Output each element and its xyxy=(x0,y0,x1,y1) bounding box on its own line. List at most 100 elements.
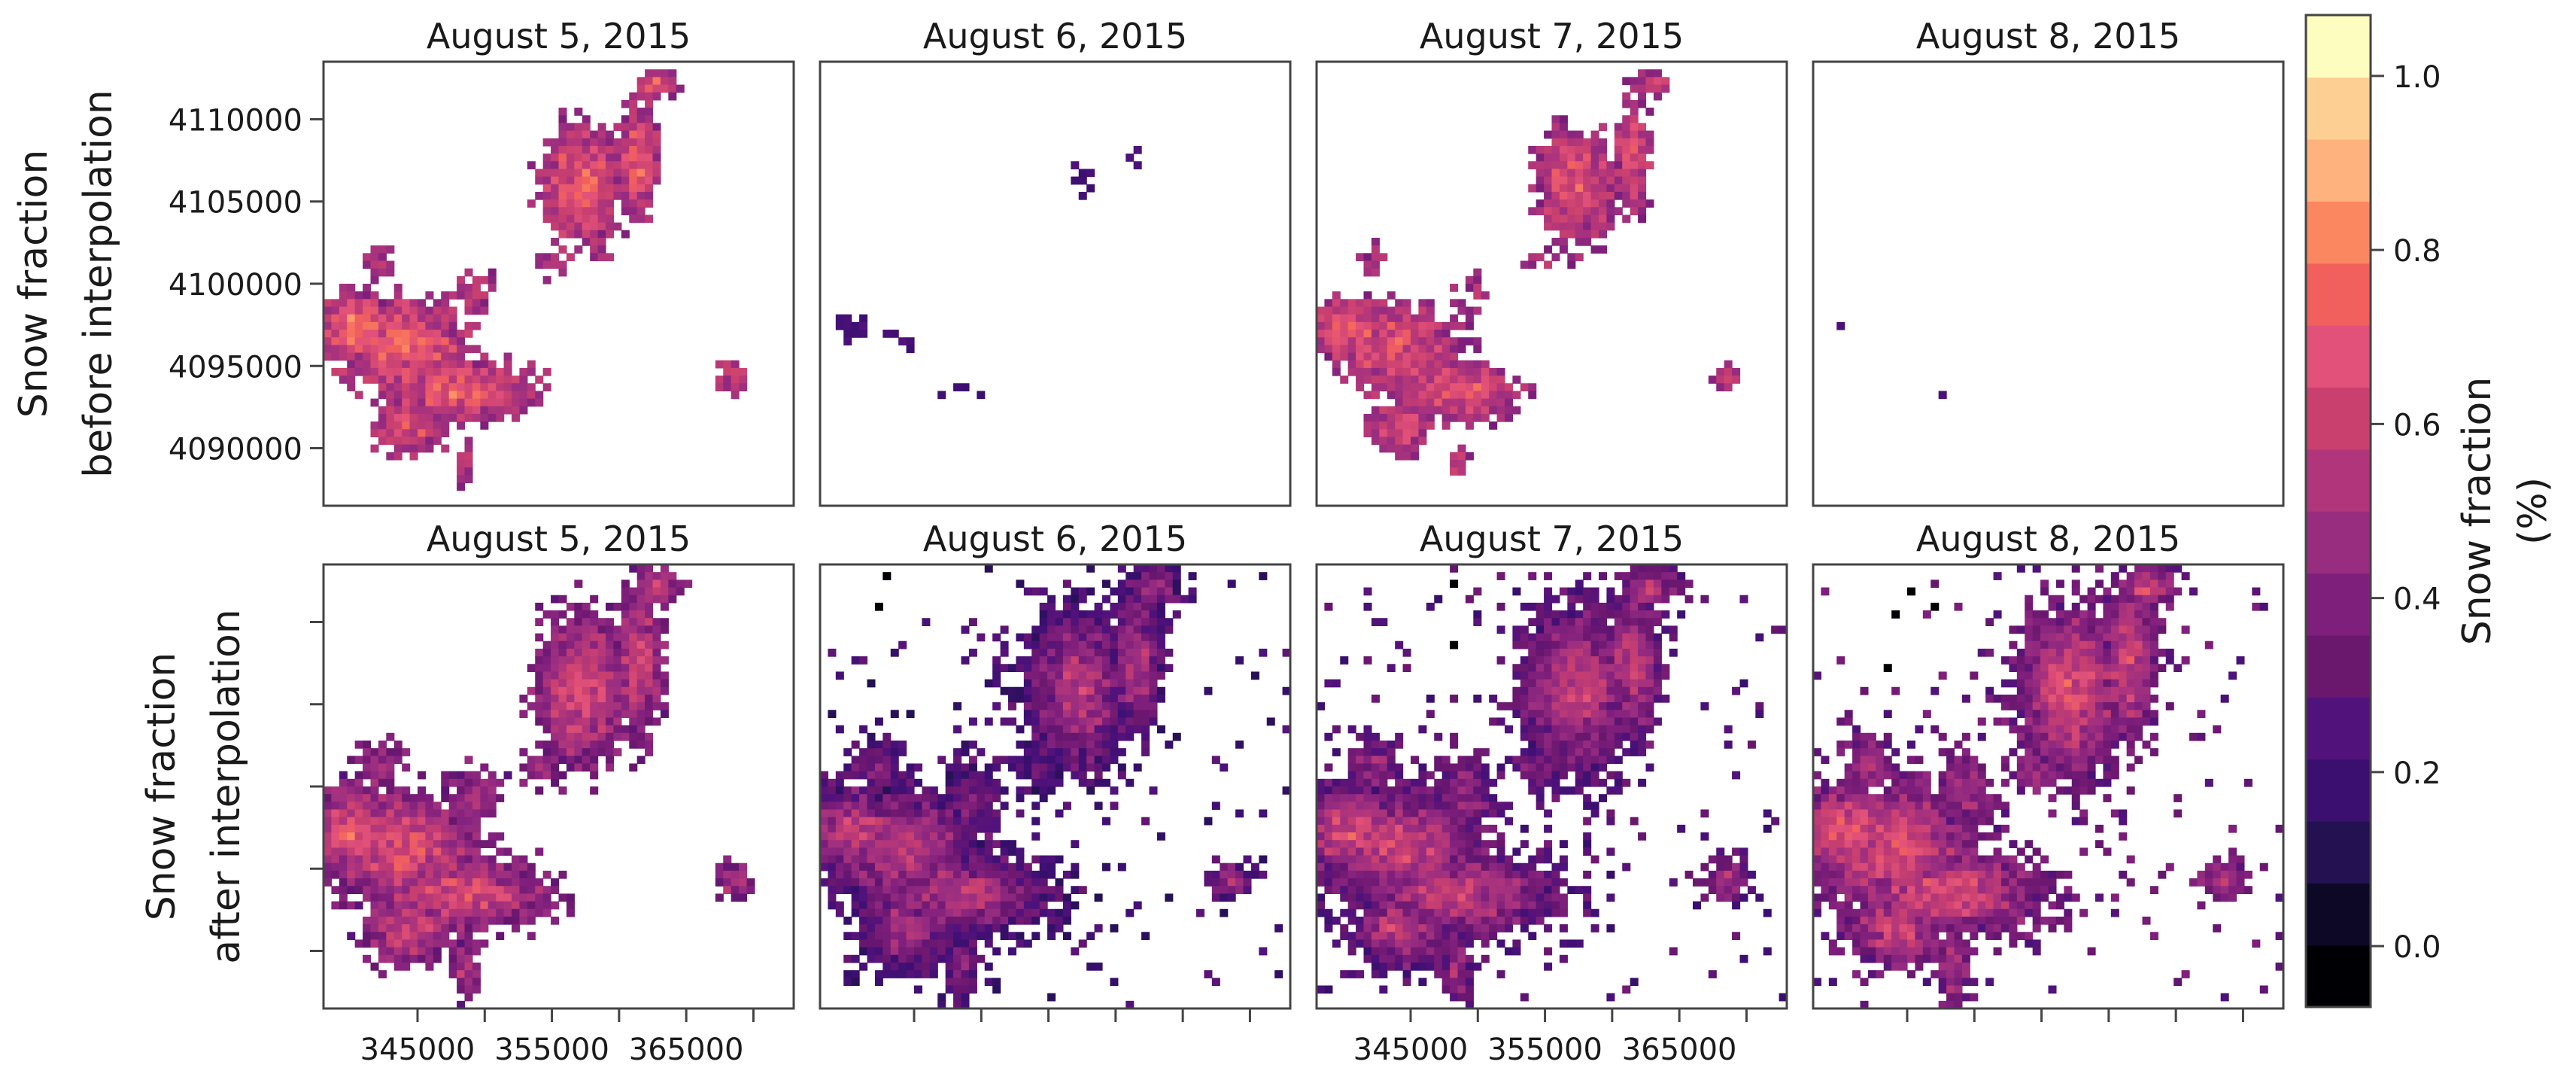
snow-cell xyxy=(1450,763,1459,772)
snow-cell xyxy=(835,847,844,856)
snow-cell xyxy=(882,794,892,802)
snow-cell xyxy=(1062,656,1071,665)
snow-cell xyxy=(676,84,685,93)
snow-cell xyxy=(1274,924,1283,932)
snow-cell xyxy=(1395,771,1404,780)
snow-cell xyxy=(1426,962,1435,971)
snow-cell xyxy=(984,893,993,902)
snow-cell xyxy=(1599,625,1608,634)
snow-cell xyxy=(1645,679,1654,688)
snow-cell xyxy=(1590,222,1599,231)
snow-cell xyxy=(1559,924,1568,932)
snow-cell xyxy=(402,840,411,848)
snow-cell xyxy=(1039,610,1048,619)
snow-cell xyxy=(1630,587,1639,596)
snow-cell xyxy=(574,702,583,710)
snow-cell xyxy=(1630,732,1639,741)
snow-cell xyxy=(1441,932,1451,941)
snow-cell xyxy=(574,664,583,673)
snow-cell xyxy=(867,817,876,826)
snow-cell xyxy=(629,671,638,680)
snow-cell xyxy=(922,840,931,848)
snow-cell xyxy=(324,321,333,330)
snow-cell xyxy=(590,763,599,772)
snow-cell xyxy=(1544,595,1553,604)
snow-cell xyxy=(1559,138,1568,147)
snow-cell xyxy=(1583,756,1592,765)
snow-cell xyxy=(851,656,860,665)
snow-cell xyxy=(968,893,977,902)
snow-cell xyxy=(820,862,829,872)
snow-cell xyxy=(1055,740,1064,749)
snow-cell xyxy=(1481,376,1490,384)
snow-cell xyxy=(1071,176,1080,185)
snow-cell xyxy=(1411,330,1420,338)
snow-cell xyxy=(621,161,630,170)
snow-cell xyxy=(1465,878,1474,887)
snow-cell xyxy=(1023,870,1032,879)
snow-cell xyxy=(937,993,946,1002)
snow-cell xyxy=(354,832,363,841)
snow-cell xyxy=(418,924,427,932)
snow-cell xyxy=(457,855,466,864)
snow-cell xyxy=(425,345,434,354)
snow-cell xyxy=(582,640,591,649)
snow-cell xyxy=(1638,587,1647,596)
snow-cell xyxy=(457,284,466,292)
snow-cell xyxy=(472,360,481,369)
snow-cell xyxy=(566,161,575,170)
snow-cell xyxy=(1599,756,1608,765)
snow-cell xyxy=(1363,763,1372,772)
snow-cell xyxy=(890,855,899,864)
snow-cell xyxy=(1117,771,1126,780)
snow-cell xyxy=(574,610,583,619)
snow-cell xyxy=(1317,855,1326,864)
snow-cell xyxy=(418,337,427,345)
snow-cell xyxy=(828,817,837,826)
snow-cell xyxy=(1340,794,1349,802)
snow-cell xyxy=(636,108,646,116)
snow-cell xyxy=(636,154,646,162)
snow-cell xyxy=(636,717,646,726)
snow-cell xyxy=(1536,169,1545,178)
snow-cell xyxy=(968,648,977,657)
snow-cell xyxy=(363,916,372,925)
snow-cell xyxy=(558,625,567,634)
snow-cell xyxy=(820,824,829,833)
snow-cell xyxy=(1536,694,1545,703)
snow-cell xyxy=(929,855,938,864)
snow-cell xyxy=(1000,756,1009,765)
snow-cell xyxy=(1418,352,1427,361)
snow-cell xyxy=(1457,901,1466,910)
snow-cell xyxy=(1379,939,1388,948)
snow-cell xyxy=(820,847,829,856)
snow-cell xyxy=(1133,564,1142,573)
snow-cell xyxy=(1266,717,1275,726)
snow-cell xyxy=(621,679,630,688)
snow-cell xyxy=(977,862,986,872)
snow-cell xyxy=(1117,671,1126,680)
snow-cell xyxy=(1259,947,1268,956)
snow-cell xyxy=(1395,870,1404,879)
snow-cell xyxy=(331,817,340,826)
snow-cell xyxy=(347,901,356,910)
snow-cell xyxy=(1426,786,1435,795)
snow-cell xyxy=(1708,886,1717,895)
snow-cell xyxy=(488,916,497,925)
snow-cell xyxy=(1047,610,1056,619)
snow-cell xyxy=(457,893,466,902)
snow-cell xyxy=(1599,694,1608,703)
snow-cell xyxy=(1426,840,1435,848)
snow-cell xyxy=(1583,694,1592,703)
snow-cell xyxy=(448,862,457,872)
snow-cell xyxy=(472,383,481,392)
snow-cell xyxy=(1708,376,1717,384)
snow-cell xyxy=(1117,748,1126,756)
snow-cell xyxy=(968,855,977,864)
snow-cell xyxy=(1347,886,1356,895)
snow-cell xyxy=(1536,671,1545,680)
snow-cell xyxy=(1047,602,1056,611)
snow-cell xyxy=(418,398,427,407)
snow-cell xyxy=(1606,694,1615,703)
snow-cell xyxy=(835,725,844,734)
